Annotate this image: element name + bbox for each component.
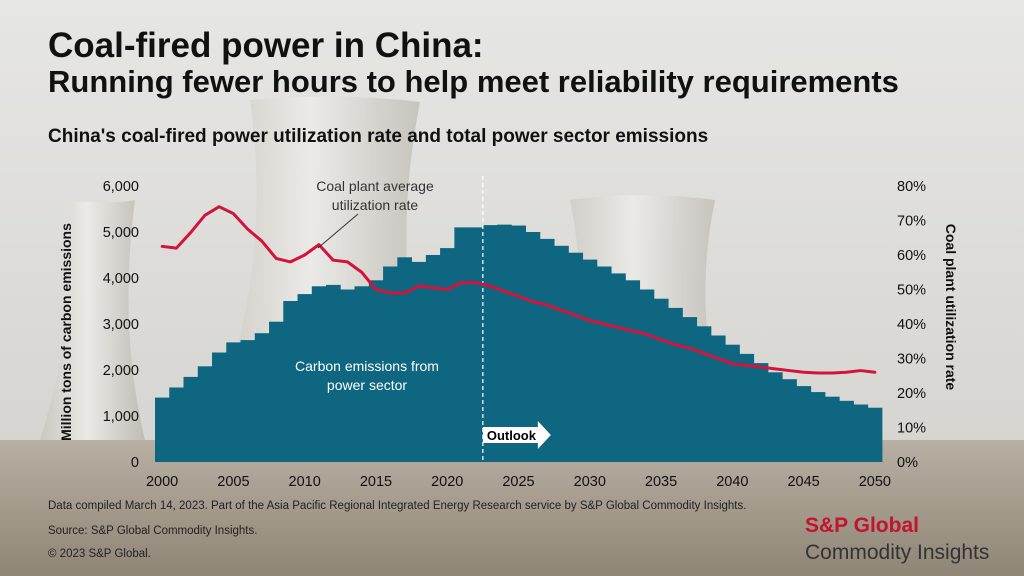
x-tick-label: 2000 bbox=[146, 474, 178, 490]
brand-subtext: Commodity Insights bbox=[805, 541, 990, 564]
x-tick-label: 2010 bbox=[289, 474, 321, 490]
y-tick-label: 6,000 bbox=[103, 179, 139, 195]
emissions-bar bbox=[668, 307, 683, 462]
emissions-bar bbox=[482, 225, 498, 462]
emissions-bars bbox=[155, 224, 883, 462]
emissions-series-label: Carbon emissions from bbox=[295, 358, 439, 374]
emissions-bar bbox=[582, 259, 598, 462]
emissions-bar bbox=[696, 326, 712, 462]
emissions-bar bbox=[454, 227, 469, 462]
x-tick-label: 2015 bbox=[360, 474, 392, 490]
x-tick-label: 2050 bbox=[859, 474, 891, 490]
x-tick-label: 2025 bbox=[502, 474, 534, 490]
outlook-label: Outlook bbox=[487, 428, 537, 443]
emissions-bar bbox=[839, 400, 854, 462]
emissions-bar bbox=[297, 294, 313, 462]
emissions-bar bbox=[311, 286, 327, 462]
utilization-series-label: Coal plant average bbox=[316, 178, 434, 194]
utilization-series-label: utilization rate bbox=[332, 197, 419, 213]
y-tick-label: 3,000 bbox=[103, 317, 139, 333]
emissions-bar bbox=[340, 289, 355, 462]
emissions-bar bbox=[539, 238, 555, 462]
y2-tick-label: 30% bbox=[897, 352, 926, 368]
emissions-bar bbox=[169, 387, 184, 462]
emissions-bar bbox=[397, 257, 412, 462]
emissions-bar bbox=[867, 407, 883, 462]
emissions-bar bbox=[653, 298, 669, 462]
footer-note: Data compiled March 14, 2023. Part of th… bbox=[48, 500, 747, 512]
emissions-bar bbox=[440, 248, 455, 462]
emissions-bar bbox=[368, 280, 384, 462]
x-tick-label: 2045 bbox=[787, 474, 819, 490]
emissions-bar bbox=[625, 280, 641, 462]
emissions-bar bbox=[568, 252, 584, 462]
emissions-bar bbox=[425, 255, 441, 462]
emissions-bar bbox=[240, 340, 256, 462]
emissions-bar bbox=[468, 227, 484, 462]
emissions-bar bbox=[725, 344, 740, 462]
emissions-bar bbox=[212, 352, 227, 462]
emissions-bar bbox=[283, 301, 298, 462]
brand-logo-text: S&P Global bbox=[805, 514, 919, 537]
outlook-arrow bbox=[482, 421, 551, 449]
emissions-bar bbox=[525, 232, 541, 462]
slide-title: Coal-fired power in China: bbox=[48, 26, 484, 65]
emissions-bar bbox=[197, 366, 213, 462]
y2-tick-label: 20% bbox=[897, 386, 926, 402]
y2-tick-label: 10% bbox=[897, 421, 926, 437]
emissions-bar bbox=[383, 266, 398, 462]
y-tick-label: 4,000 bbox=[103, 271, 139, 287]
y-tick-label: 2,000 bbox=[103, 363, 139, 379]
y2-tick-label: 0% bbox=[897, 455, 918, 471]
emissions-bar bbox=[682, 317, 698, 462]
emissions-bar bbox=[753, 363, 769, 462]
y-tick-label: 5,000 bbox=[103, 225, 139, 241]
y2-axis-title: Coal plant utilization rate bbox=[943, 224, 959, 391]
emissions-bar bbox=[269, 321, 284, 462]
emissions-bar bbox=[497, 224, 512, 462]
emissions-bar bbox=[611, 273, 626, 462]
y2-tick-label: 50% bbox=[897, 283, 926, 299]
x-tick-label: 2020 bbox=[431, 474, 463, 490]
emissions-series-label: power sector bbox=[327, 377, 407, 393]
emissions-bar bbox=[326, 284, 341, 462]
emissions-bar bbox=[782, 379, 797, 462]
emissions-bar bbox=[739, 353, 755, 462]
footer-copyright: © 2023 S&P Global. bbox=[48, 548, 151, 560]
x-tick-label: 2005 bbox=[217, 474, 249, 490]
y-axis-title: Million tons of carbon emissions bbox=[58, 223, 74, 441]
utilization-label-leader bbox=[317, 213, 359, 249]
y-tick-label: 1,000 bbox=[103, 409, 139, 425]
y2-tick-label: 80% bbox=[897, 179, 926, 195]
emissions-bar bbox=[226, 342, 241, 462]
emissions-bar bbox=[511, 225, 527, 462]
y2-tick-label: 40% bbox=[897, 317, 926, 333]
slide-subtitle: Running fewer hours to help meet reliabi… bbox=[48, 64, 899, 99]
y2-tick-label: 60% bbox=[897, 248, 926, 264]
emissions-bar bbox=[411, 261, 427, 462]
emissions-bar bbox=[796, 386, 812, 462]
emissions-bar bbox=[639, 289, 655, 462]
emissions-bar bbox=[810, 392, 826, 462]
x-tick-label: 2030 bbox=[574, 474, 606, 490]
emissions-bar bbox=[155, 397, 170, 462]
emissions-bar bbox=[354, 286, 370, 462]
y-tick-label: 0 bbox=[131, 455, 139, 471]
emissions-bar bbox=[853, 404, 869, 462]
emissions-bar bbox=[554, 245, 569, 462]
emissions-bar bbox=[824, 396, 840, 462]
footer-source: Source: S&P Global Commodity Insights. bbox=[48, 525, 258, 537]
x-tick-label: 2035 bbox=[645, 474, 677, 490]
y2-tick-label: 70% bbox=[897, 214, 926, 230]
chart-title: China's coal-fired power utilization rat… bbox=[48, 126, 709, 147]
emissions-bar bbox=[710, 335, 726, 462]
emissions-bar bbox=[767, 372, 783, 462]
emissions-bar bbox=[254, 333, 270, 462]
emissions-bar bbox=[596, 266, 612, 462]
utilization-line bbox=[160, 205, 877, 375]
emissions-bar bbox=[183, 376, 199, 462]
x-tick-label: 2040 bbox=[716, 474, 748, 490]
